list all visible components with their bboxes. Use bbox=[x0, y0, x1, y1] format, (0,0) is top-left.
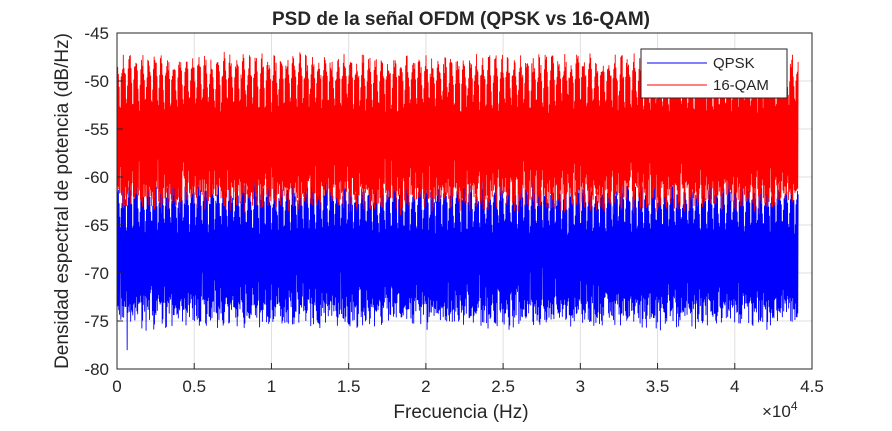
y-tick-label: -75 bbox=[84, 312, 109, 331]
y-tick-label: -80 bbox=[84, 360, 109, 379]
legend-label-qpsk: QPSK bbox=[713, 55, 755, 72]
legend-box bbox=[640, 48, 788, 99]
y-axis-label: Densidad espectral de potencia (dB/Hz) bbox=[52, 33, 73, 369]
y-ticks: -80 -75 -70 -65 -60 -55 -50 -45 bbox=[84, 24, 123, 379]
x-tick-label: 3 bbox=[576, 377, 585, 396]
y-tick-label: -60 bbox=[84, 168, 109, 187]
x-tick-label: 0 bbox=[112, 377, 121, 396]
x-tick-label: 3.5 bbox=[646, 377, 670, 396]
chart-title: PSD de la señal OFDM (QPSK vs 16-QAM) bbox=[272, 9, 650, 30]
x-tick-label: 4 bbox=[730, 377, 739, 396]
y-tick-label: -70 bbox=[84, 264, 109, 283]
x-exponent: ×104 bbox=[762, 399, 798, 421]
x-tick-label: 4.5 bbox=[800, 377, 824, 396]
y-tick-label: -65 bbox=[84, 216, 109, 235]
y-tick-label: -45 bbox=[84, 24, 109, 43]
x-tick-label: 1.5 bbox=[337, 377, 361, 396]
legend-label-16qam: 16-QAM bbox=[713, 77, 769, 94]
x-tick-label: 1 bbox=[267, 377, 276, 396]
x-tick-label: 0.5 bbox=[182, 377, 206, 396]
x-ticks: 0 0.5 1 1.5 2 2.5 3 3.5 4 4.5 bbox=[112, 363, 824, 396]
y-tick-label: -55 bbox=[84, 120, 109, 139]
x-axis-label: Frecuencia (Hz) bbox=[393, 402, 528, 423]
x-exponent-power: 4 bbox=[791, 399, 798, 413]
x-tick-label: 2 bbox=[421, 377, 430, 396]
legend[interactable]: QPSK 16-QAM bbox=[640, 48, 788, 99]
x-exponent-base: ×10 bbox=[762, 402, 791, 421]
x-tick-label: 2.5 bbox=[491, 377, 515, 396]
y-tick-label: -50 bbox=[84, 72, 109, 91]
plot-frame bbox=[116, 32, 813, 370]
